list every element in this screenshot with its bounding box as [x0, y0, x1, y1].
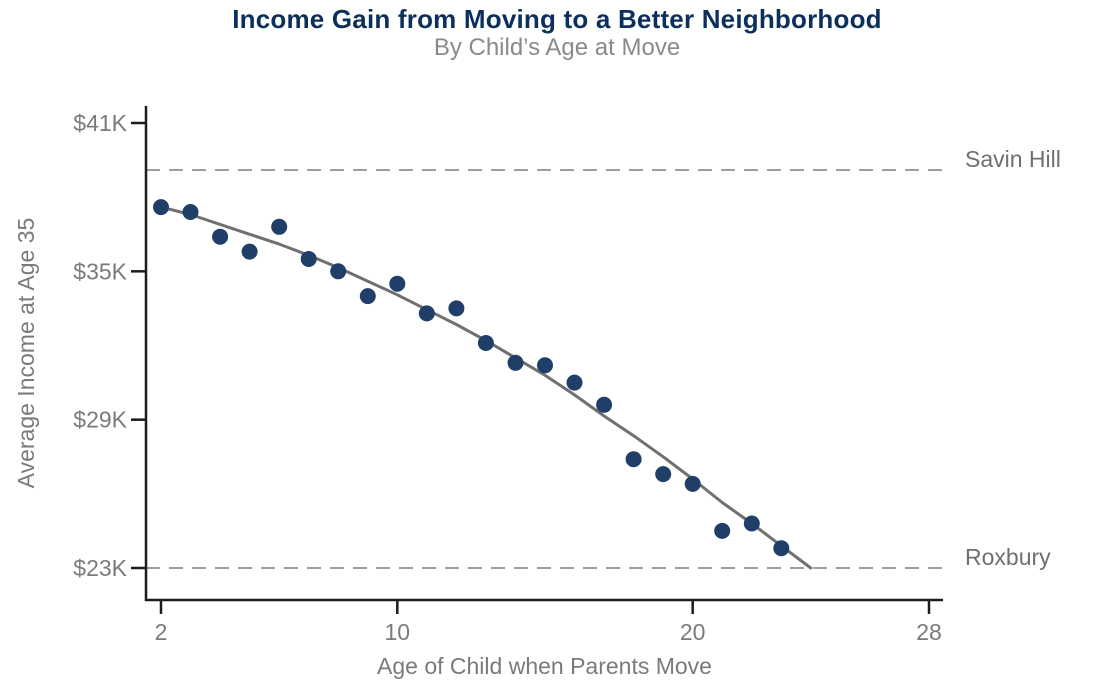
chart-title: Income Gain from Moving to a Better Neig… [232, 4, 882, 34]
chart-subtitle: By Child’s Age at Move [433, 34, 681, 61]
data-point-age-13 [477, 335, 494, 351]
data-point-age-17 [596, 396, 613, 413]
reference-label-roxbury: Roxbury [965, 544, 1051, 570]
x-tick-label: 10 [385, 619, 411, 645]
x-tick-label: 20 [680, 619, 706, 645]
data-point-age-14 [507, 354, 524, 371]
x-axis-label: Age of Child when Parents Move [377, 653, 712, 679]
data-point-age-8 [330, 263, 347, 280]
data-point-age-15 [537, 357, 553, 374]
data-point-age-11 [418, 305, 435, 322]
data-point-age-16 [566, 374, 583, 391]
data-point-age-3 [182, 204, 199, 220]
data-point-age-18 [625, 451, 642, 468]
y-axis-label: Average Income at Age 35 [13, 218, 39, 489]
data-point-age-7 [300, 251, 317, 267]
y-tick-label: $35K [73, 258, 127, 284]
data-point-age-6 [271, 218, 288, 235]
data-point-age-2 [153, 199, 169, 216]
data-point-age-12 [448, 300, 465, 317]
axis-frame [144, 106, 943, 602]
data-point-age-4 [212, 228, 229, 245]
data-point-age-10 [389, 275, 406, 292]
data-point-age-9 [359, 288, 376, 305]
data-point-age-22 [743, 515, 760, 532]
x-tick-label: 2 [155, 619, 168, 645]
data-point-age-20 [684, 475, 701, 492]
data-point-age-19 [655, 466, 672, 483]
x-tick-label: 28 [916, 619, 942, 645]
data-point-age-5 [241, 243, 258, 260]
data-point-age-21 [714, 522, 731, 539]
y-tick-label: $41K [73, 110, 127, 136]
data-point-age-23 [773, 540, 790, 557]
reference-label-savin-hill: Savin Hill [965, 146, 1061, 172]
y-tick-label: $23K [73, 555, 127, 581]
trend-line [159, 205, 813, 570]
y-tick-label: $29K [73, 407, 127, 433]
